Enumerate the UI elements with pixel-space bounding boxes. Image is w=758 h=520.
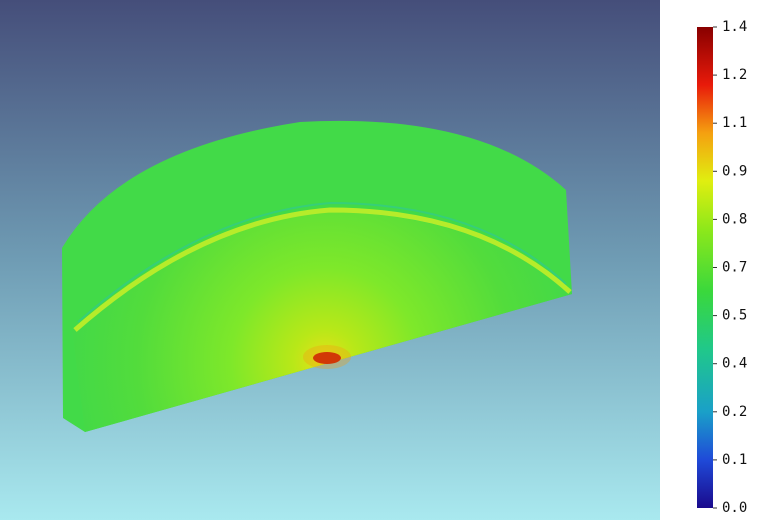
tick-label: 0.1: [722, 452, 747, 468]
tick-label: 1.2: [722, 67, 747, 83]
tick-label: 0.2: [722, 404, 747, 420]
floor-surface: [72, 212, 572, 432]
tick-label: 0.7: [722, 260, 747, 276]
tick-label: 0.4: [722, 356, 747, 372]
ring-shadow: [77, 201, 567, 323]
colorbar: [697, 27, 713, 508]
hot-spot-halo: [303, 345, 351, 369]
tick-label: 0.5: [722, 308, 747, 324]
tick-label: 1.4: [722, 19, 747, 35]
tick-label: 1.1: [722, 115, 747, 131]
model: [62, 120, 572, 432]
colorbar-ticks: 0.0 0.1 0.2 0.4 0.5 0.7 0.8 0.9 1.1 1.2 1.4: [713, 19, 747, 516]
hot-spot: [313, 352, 341, 364]
ring: [73, 207, 572, 332]
tick-label: 0.9: [722, 163, 747, 179]
tick-label: 0.8: [722, 211, 747, 227]
tick-label: 0.0: [722, 500, 747, 516]
